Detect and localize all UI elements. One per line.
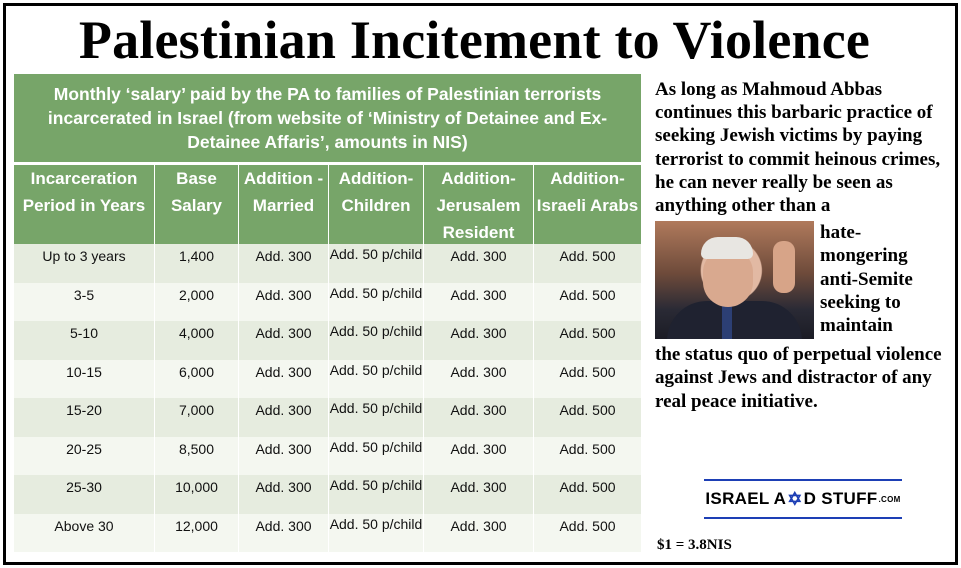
- cell-jerusalem: Add. 300: [424, 244, 534, 283]
- table-row: 5-10 4,000 Add. 300 Add. 50 p/child Add. 300…: [14, 321, 641, 360]
- cell-israeli-arabs: Add. 500: [559, 248, 616, 264]
- cell-children: Add. 50 p/child: [329, 244, 424, 283]
- cell-period: 15-20: [14, 398, 155, 437]
- cell-base-salary: 10,000: [155, 475, 239, 514]
- table-header-row: Incarceration Period in Years Base Salar…: [14, 165, 641, 244]
- exchange-rate: $1 = 3.8NIS: [657, 537, 732, 553]
- cell-children: Add. 50 p/child: [329, 359, 424, 398]
- table-row: 25-30 10,000 Add. 300 Add. 50 p/child Add. 3…: [14, 475, 641, 514]
- commentary-wrapped: hate-mongering anti-Semite seeking to ma…: [820, 222, 913, 337]
- cell-base-salary: 12,000: [155, 513, 239, 552]
- column-header-children: Addition- Children: [329, 165, 424, 244]
- salary-table: Monthly ‘salary’ paid by the PA to famil…: [14, 74, 641, 552]
- column-header-base-salary: Base Salary: [155, 165, 239, 244]
- cell-base-salary: 7,000: [155, 398, 239, 437]
- cell-jerusalem: Add. 300: [424, 398, 534, 437]
- cell-married: Add. 300: [239, 282, 329, 321]
- cell-married: Add. 300: [239, 475, 329, 514]
- table-row: Above 30 12,000 Add. 300 Add. 50 p/child Add…: [14, 513, 641, 552]
- table-row: 3-5 2,000 Add. 300 Add. 50 p/child Add. 300 A…: [14, 282, 641, 321]
- cell-jerusalem: Add. 300: [424, 359, 534, 398]
- logo-text-2: D STUFF: [803, 489, 878, 508]
- table-row: 10-15 6,000 Add. 300 Add. 50 p/child Add. 30…: [14, 359, 641, 398]
- commentary-top: As long as Mahmoud Abbas continues this …: [655, 79, 941, 217]
- commentary-bottom: the status quo of perpetual violence aga…: [655, 344, 942, 412]
- cell-married: Add. 300: [239, 436, 329, 475]
- logo-text-1: ISRAEL A: [705, 489, 787, 508]
- cell-israeli-arabs: Add. 500: [559, 440, 616, 457]
- israel-and-stuff-logo: ISRAEL A ✡ D STUFF .COM: [704, 479, 902, 519]
- column-header-jerusalem: Addition- Jerusalem Resident: [424, 165, 534, 244]
- cell-israeli-arabs: Add. 500: [559, 402, 616, 418]
- table-row: 15-20 7,000 Add. 300 Add. 50 p/child Add. 30…: [14, 398, 641, 437]
- cell-period: 20-25: [14, 436, 155, 475]
- cell-married: Add. 300: [239, 244, 329, 283]
- cell-base-salary: 4,000: [155, 321, 239, 360]
- cell-period: 25-30: [14, 475, 155, 514]
- table-caption: Monthly ‘salary’ paid by the PA to famil…: [14, 74, 641, 162]
- cell-children: Add. 50 p/child: [329, 475, 424, 514]
- cell-jerusalem: Add. 300: [424, 513, 534, 552]
- cell-period: 5-10: [14, 321, 155, 360]
- cell-israeli-arabs: Add. 500: [559, 517, 616, 534]
- cell-jerusalem: Add. 300: [424, 321, 534, 360]
- cell-children: Add. 50 p/child: [329, 398, 424, 437]
- table-row: 20-25 8,500 Add. 300 Add. 50 p/child Add. 30…: [14, 436, 641, 475]
- cell-married: Add. 300: [239, 321, 329, 360]
- cell-base-salary: 1,400: [155, 244, 239, 283]
- cell-israeli-arabs: Add. 500: [559, 325, 616, 341]
- cell-married: Add. 300: [239, 513, 329, 552]
- table-body: Up to 3 years 1,400 Add. 300 Add. 50 p/chil…: [14, 244, 641, 552]
- cell-jerusalem: Add. 300: [424, 436, 534, 475]
- cell-married: Add. 300: [239, 359, 329, 398]
- cell-children: Add. 50 p/child: [329, 282, 424, 321]
- cell-children: Add. 50 p/child: [329, 513, 424, 552]
- mahmoud-abbas-photo: [655, 221, 814, 340]
- page-title: Palestinian Incitement to Violence: [78, 10, 871, 70]
- logo-suffix: .COM: [878, 494, 901, 504]
- cell-period: Above 30: [14, 513, 155, 552]
- cell-children: Add. 50 p/child: [329, 436, 424, 475]
- cell-israeli-arabs: Add. 500: [559, 286, 616, 303]
- column-header-period: Incarceration Period in Years: [14, 165, 155, 244]
- cell-children: Add. 50 p/child: [329, 321, 424, 360]
- cell-period: 3-5: [14, 282, 155, 321]
- cell-jerusalem: Add. 300: [424, 282, 534, 321]
- cell-period: 10-15: [14, 359, 155, 398]
- cell-jerusalem: Add. 300: [424, 475, 534, 514]
- cell-base-salary: 8,500: [155, 436, 239, 475]
- cell-period: Up to 3 years: [14, 244, 155, 283]
- cell-married: Add. 300: [239, 398, 329, 437]
- cell-israeli-arabs: Add. 500: [559, 479, 616, 495]
- photo-wrap-area: hate-mongering anti-Semite seeking to ma…: [655, 221, 945, 343]
- column-header-israeli-arabs: Addition- Israeli Arabs: [536, 169, 639, 215]
- star-of-david-icon: ✡: [787, 488, 803, 509]
- commentary: As long as Mahmoud Abbas continues this …: [655, 78, 945, 413]
- cell-israeli-arabs: Add. 500: [559, 363, 616, 380]
- column-header-married: Addition - Married: [239, 165, 329, 244]
- cell-base-salary: 6,000: [155, 359, 239, 398]
- cell-base-salary: 2,000: [155, 282, 239, 321]
- table-row: Up to 3 years 1,400 Add. 300 Add. 50 p/chil…: [14, 244, 641, 283]
